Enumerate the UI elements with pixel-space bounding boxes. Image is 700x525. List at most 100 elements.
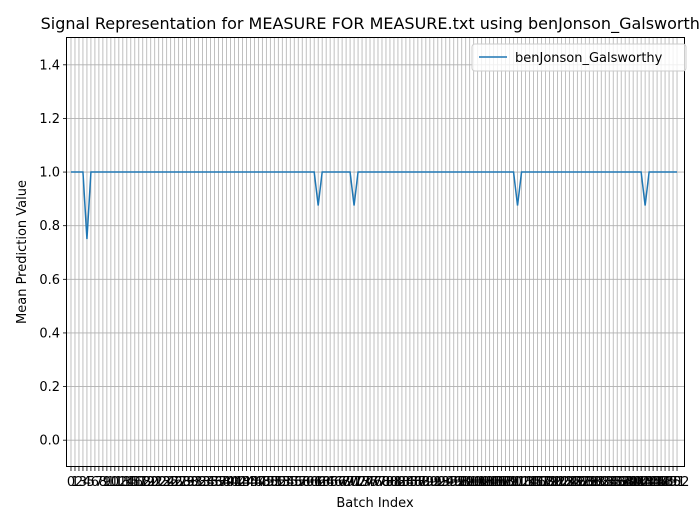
x-tick-label: 89 xyxy=(418,475,435,490)
x-tick-label: 28 xyxy=(174,475,191,490)
x-tick-label: 107 xyxy=(485,475,510,490)
x-tick-label: 79 xyxy=(378,475,395,490)
x-tick-label: 63 xyxy=(314,475,331,490)
x-tick-label: 92 xyxy=(430,475,447,490)
x-tick-label: 114 xyxy=(513,475,538,490)
x-tick-label: 26 xyxy=(166,475,183,490)
x-tick-label: 85 xyxy=(402,475,419,490)
x-tick-label: 142 xyxy=(625,475,650,490)
x-tick-label: 18 xyxy=(134,475,151,490)
x-tick-label: 64 xyxy=(318,475,335,490)
x-axis-ticks: 0123456789101112131415161718192021222324… xyxy=(67,467,689,490)
x-tick-label: 1 xyxy=(71,475,79,490)
x-tick-label: 72 xyxy=(350,475,367,490)
x-tick-label: 102 xyxy=(465,475,490,490)
x-tick-label: 36 xyxy=(206,475,223,490)
x-tick-label: 39 xyxy=(218,475,235,490)
x-tick-label: 99 xyxy=(457,475,474,490)
x-tick-label: 88 xyxy=(414,475,431,490)
x-tick-label: 40 xyxy=(222,475,239,490)
x-tick-label: 139 xyxy=(613,475,638,490)
x-tick-label: 57 xyxy=(290,475,307,490)
x-tick-label: 146 xyxy=(641,475,666,490)
x-tick-label: 19 xyxy=(138,475,155,490)
x-tick-label: 70 xyxy=(342,475,359,490)
x-tick-label: 127 xyxy=(565,475,590,490)
x-tick-label: 78 xyxy=(374,475,391,490)
x-tick-label: 87 xyxy=(410,475,427,490)
x-tick-label: 0 xyxy=(67,475,75,490)
x-tick-label: 59 xyxy=(298,475,315,490)
x-tick-label: 137 xyxy=(605,475,630,490)
x-tick-label: 119 xyxy=(533,475,558,490)
x-tick-label: 13 xyxy=(115,475,132,490)
x-tick-label: 151 xyxy=(661,475,686,490)
x-tick-label: 80 xyxy=(382,475,399,490)
x-tick-label: 55 xyxy=(282,475,299,490)
x-tick-label: 84 xyxy=(398,475,415,490)
x-tick-label: 34 xyxy=(198,475,215,490)
x-tick-label: 68 xyxy=(334,475,351,490)
x-tick-label: 130 xyxy=(577,475,602,490)
x-tick-label: 3 xyxy=(79,475,87,490)
x-tick-label: 113 xyxy=(509,475,534,490)
x-tick-label: 104 xyxy=(473,475,498,490)
x-tick-label: 82 xyxy=(390,475,407,490)
x-tick-label: 71 xyxy=(346,475,363,490)
y-tick-label: 0.0 xyxy=(39,434,60,449)
x-tick-label: 6 xyxy=(91,475,99,490)
chart-title: Signal Representation for MEASURE FOR ME… xyxy=(41,14,700,34)
y-tick-label: 1.4 xyxy=(39,58,60,73)
x-tick-label: 149 xyxy=(653,475,678,490)
x-tick-label: 148 xyxy=(649,475,674,490)
legend-box xyxy=(471,43,687,72)
x-tick-label: 29 xyxy=(178,475,195,490)
x-tick-label: 53 xyxy=(274,475,291,490)
x-tick-label: 77 xyxy=(370,475,387,490)
x-tick-label: 24 xyxy=(158,475,175,490)
x-tick-label: 23 xyxy=(154,475,171,490)
x-tick-label: 22 xyxy=(150,475,167,490)
x-tick-label: 109 xyxy=(493,475,518,490)
x-tick-label: 21 xyxy=(146,475,163,490)
x-tick-label: 98 xyxy=(453,475,470,490)
x-tick-label: 129 xyxy=(573,475,598,490)
x-tick-label: 103 xyxy=(469,475,494,490)
x-tick-label: 30 xyxy=(182,475,199,490)
x-tick-label: 128 xyxy=(569,475,594,490)
x-tick-label: 147 xyxy=(645,475,670,490)
x-tick-label: 150 xyxy=(657,475,682,490)
x-tick-label: 16 xyxy=(127,475,144,490)
x-tick-label: 27 xyxy=(170,475,187,490)
x-tick-label: 60 xyxy=(302,475,319,490)
x-tick-label: 52 xyxy=(270,475,287,490)
x-tick-label: 17 xyxy=(130,475,147,490)
x-tick-label: 2 xyxy=(75,475,83,490)
x-tick-label: 61 xyxy=(306,475,323,490)
x-tick-label: 31 xyxy=(186,475,203,490)
x-gridlines xyxy=(70,38,678,467)
y-axis-ticks: 0.0 0.2 0.4 0.6 0.8 1.0 1.2 1.4 xyxy=(39,58,67,449)
x-tick-label: 140 xyxy=(617,475,642,490)
x-tick-label: 32 xyxy=(190,475,207,490)
x-tick-label: 75 xyxy=(362,475,379,490)
x-tick-label: 132 xyxy=(585,475,610,490)
x-tick-label: 4 xyxy=(83,475,91,490)
y-tick-label: 0.6 xyxy=(39,273,60,288)
x-tick-label: 25 xyxy=(162,475,179,490)
x-tick-label: 124 xyxy=(553,475,578,490)
series-line-benjonson-galsworthy xyxy=(70,171,678,240)
plot-frame xyxy=(66,37,685,467)
x-tick-label: 47 xyxy=(250,475,267,490)
x-tick-label: 49 xyxy=(258,475,275,490)
x-tick-label: 93 xyxy=(434,475,451,490)
x-tick-label: 126 xyxy=(561,475,586,490)
x-tick-label: 15 xyxy=(123,475,140,490)
legend-entry-benjonson-galsworthy: benJonson_Galsworthy xyxy=(515,51,663,66)
y-tick-label: 0.4 xyxy=(39,326,60,341)
legend: benJonson_Galsworthy xyxy=(471,43,687,72)
x-tick-label: 5 xyxy=(87,475,95,490)
x-tick-label: 67 xyxy=(330,475,347,490)
x-tick-label: 51 xyxy=(266,475,283,490)
